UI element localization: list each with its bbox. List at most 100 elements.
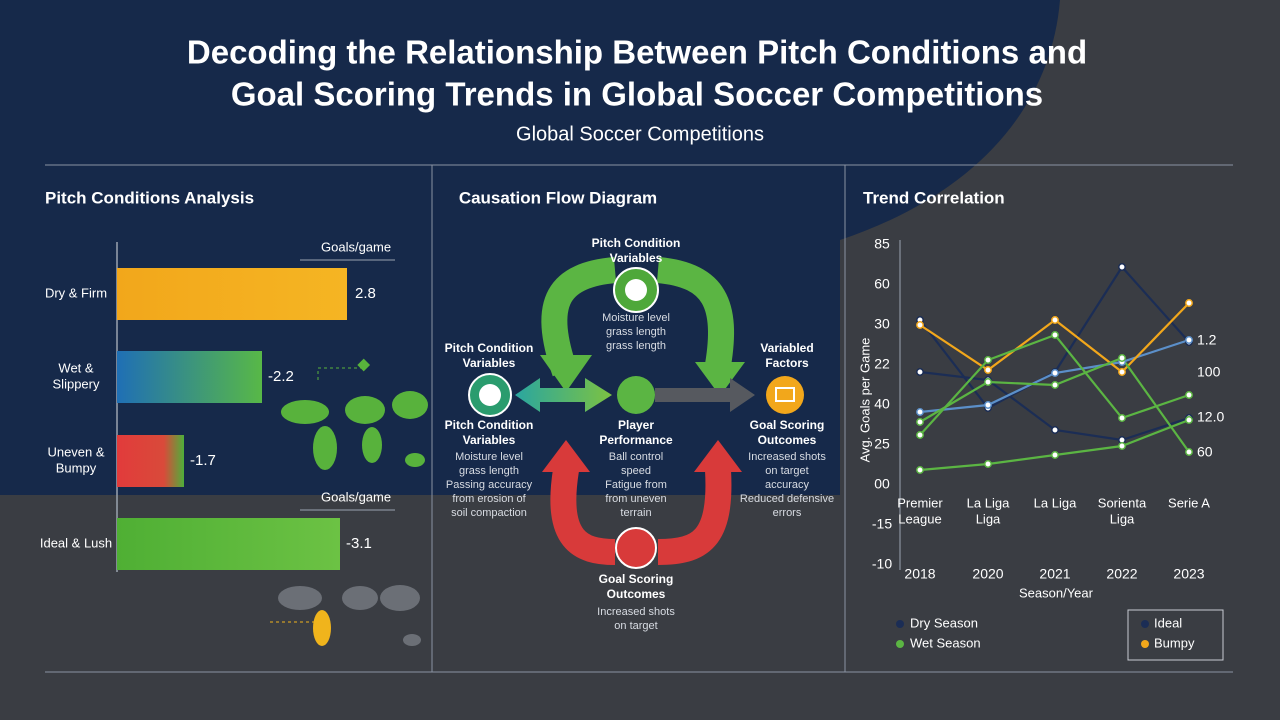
- node-detail: accuracy: [765, 479, 810, 491]
- panel-title: Pitch Conditions Analysis: [45, 188, 254, 207]
- trend-point: [1051, 426, 1059, 434]
- legend-swatch: [896, 620, 904, 628]
- legend-swatch: [1141, 640, 1149, 648]
- trend-point: [984, 460, 992, 468]
- world-map: [281, 391, 428, 470]
- node-heading: Outcomes: [607, 587, 666, 601]
- continent: [380, 585, 420, 611]
- trend-point: [1185, 448, 1193, 456]
- node-heading: Pitch Condition: [445, 418, 534, 432]
- node-detail: Reduced defensive: [740, 493, 834, 505]
- trend-point: [984, 401, 992, 409]
- node-icon: [617, 376, 655, 414]
- x-tick-label: 2018: [904, 566, 935, 582]
- legend-swatch: [1141, 620, 1149, 628]
- y-tick-label: 85: [874, 236, 890, 252]
- trend-point: [1118, 442, 1126, 450]
- end-label: 60: [1197, 444, 1213, 460]
- node-heading: Variabled: [760, 341, 813, 355]
- end-label: 12.0: [1197, 409, 1224, 425]
- continent: [313, 610, 331, 646]
- marker: [357, 358, 371, 372]
- page-title: Decoding the Relationship Between Pitch …: [187, 34, 1087, 71]
- node-heading: Pitch Condition: [445, 341, 534, 355]
- node-heading: Variables: [610, 251, 663, 265]
- trend-point: [916, 418, 924, 426]
- bar-label: Uneven &: [47, 444, 104, 459]
- goal-icon: [775, 387, 795, 402]
- trend-point: [916, 408, 924, 416]
- continent: [342, 586, 378, 610]
- node-detail: Increased shots: [597, 606, 675, 618]
- bar: [117, 435, 184, 487]
- trend-points: [916, 263, 1193, 474]
- node-detail: Fatigue from: [605, 479, 667, 491]
- node-detail: Increased shots: [748, 451, 826, 463]
- bar-label: Slippery: [53, 376, 100, 391]
- navy-panel: [0, 0, 1060, 495]
- y-tick-label: 00: [874, 476, 890, 492]
- trend-point: [1051, 369, 1059, 377]
- category-label: Premier: [897, 495, 943, 510]
- node-detail: on target: [614, 620, 657, 632]
- ball-icon: [625, 279, 647, 301]
- trend-point: [1118, 414, 1126, 422]
- continent: [392, 391, 428, 419]
- legend-label: Goals/game: [321, 489, 391, 504]
- node-heading: Pitch Condition: [592, 236, 681, 250]
- continent: [362, 427, 382, 463]
- trend-point: [1118, 263, 1126, 271]
- page-title: Goal Scoring Trends in Global Soccer Com…: [231, 76, 1043, 113]
- node-detail: Moisture level: [602, 312, 670, 324]
- node-heading: Goal Scoring: [750, 418, 825, 432]
- legend-label: Wet Season: [910, 635, 981, 650]
- ball-icon: [479, 384, 501, 406]
- node-detail: speed: [621, 465, 651, 477]
- category-label: La Liga: [1034, 495, 1077, 510]
- panel-title: Trend Correlation: [863, 188, 1005, 207]
- flow-arrow: [656, 257, 734, 368]
- arrow-head: [694, 440, 742, 472]
- y-tick-label: -15: [872, 516, 892, 532]
- x-tick-label: 2022: [1106, 566, 1137, 582]
- node-detail: from erosion of: [452, 493, 526, 505]
- continent: [405, 453, 425, 467]
- x-tick-label: 2021: [1039, 566, 1070, 582]
- trend-point: [916, 321, 924, 329]
- end-label: 1.2: [1197, 332, 1217, 348]
- node-heading: Factors: [765, 356, 809, 370]
- trend-point: [984, 356, 992, 364]
- node-detail: soil compaction: [451, 507, 527, 519]
- continent: [313, 426, 337, 470]
- node-detail: grass length: [459, 465, 519, 477]
- y-tick-label: 40: [874, 396, 890, 412]
- trend-point: [1051, 381, 1059, 389]
- trend-point: [1185, 299, 1193, 307]
- node-detail: errors: [773, 507, 802, 519]
- axis-title: Season/Year: [1019, 585, 1094, 600]
- end-label: 100: [1197, 364, 1221, 380]
- y-tick-label: 25: [874, 436, 890, 452]
- node-detail: terrain: [620, 507, 651, 519]
- world-map-grey: [278, 585, 421, 646]
- continent: [403, 634, 421, 646]
- trend-point: [984, 378, 992, 386]
- category-label: Sorienta: [1098, 495, 1147, 510]
- category-label: Liga: [1110, 511, 1135, 526]
- bar-label: Bumpy: [56, 460, 97, 475]
- trend-point: [916, 431, 924, 439]
- bar: [117, 268, 347, 320]
- y-tick-label: 30: [874, 316, 890, 332]
- legend-label: Goals/game: [321, 239, 391, 254]
- node-heading: Variables: [463, 433, 516, 447]
- node-heading: Variables: [463, 356, 516, 370]
- continent: [345, 396, 385, 424]
- trend-point: [1051, 331, 1059, 339]
- arrow-head: [540, 355, 592, 392]
- bar-value: 2.8: [355, 285, 376, 302]
- continent: [281, 400, 329, 424]
- flow-arrow: [541, 257, 617, 377]
- trend-point: [1051, 451, 1059, 459]
